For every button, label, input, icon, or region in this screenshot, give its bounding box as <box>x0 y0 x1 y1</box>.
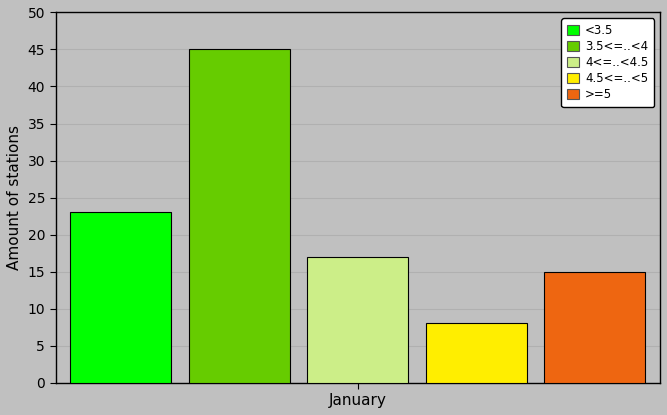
Legend: <3.5, 3.5<=..<4, 4<=..<4.5, 4.5<=..<5, >=5: <3.5, 3.5<=..<4, 4<=..<4.5, 4.5<=..<5, >… <box>562 18 654 107</box>
Bar <box>544 271 645 383</box>
Bar <box>189 49 289 383</box>
Y-axis label: Amount of stations: Amount of stations <box>7 125 22 270</box>
Bar <box>426 323 527 383</box>
Bar <box>307 257 408 383</box>
Bar <box>70 212 171 383</box>
